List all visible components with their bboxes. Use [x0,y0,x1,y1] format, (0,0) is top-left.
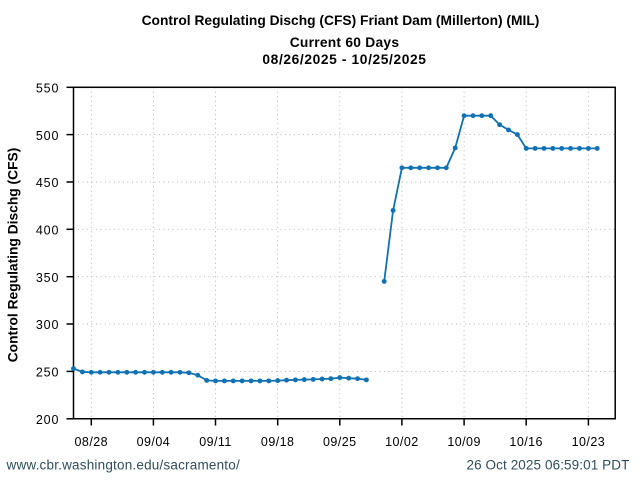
svg-text:550: 550 [36,82,60,96]
svg-text:www.cbr.washington.edu/sacrame: www.cbr.washington.edu/sacramento/ [6,458,240,473]
svg-text:450: 450 [36,176,60,190]
svg-text:26 Oct 2025 06:59:01 PDT: 26 Oct 2025 06:59:01 PDT [466,458,629,473]
svg-text:Control Regulating Dischg (CFS: Control Regulating Dischg (CFS) [6,148,21,363]
svg-text:10/23: 10/23 [572,435,606,449]
svg-text:400: 400 [36,224,60,238]
svg-text:09/25: 09/25 [323,435,357,449]
svg-text:10/16: 10/16 [509,435,543,449]
svg-text:09/04: 09/04 [137,435,171,449]
svg-text:08/28: 08/28 [75,435,109,449]
svg-text:500: 500 [36,129,60,143]
svg-text:09/11: 09/11 [199,435,232,449]
svg-text:350: 350 [36,271,60,285]
svg-text:300: 300 [36,318,60,332]
svg-text:10/02: 10/02 [385,435,419,449]
svg-text:09/18: 09/18 [261,435,295,449]
svg-text:10/09: 10/09 [447,435,481,449]
svg-text:250: 250 [36,366,60,380]
svg-text:200: 200 [36,413,60,427]
